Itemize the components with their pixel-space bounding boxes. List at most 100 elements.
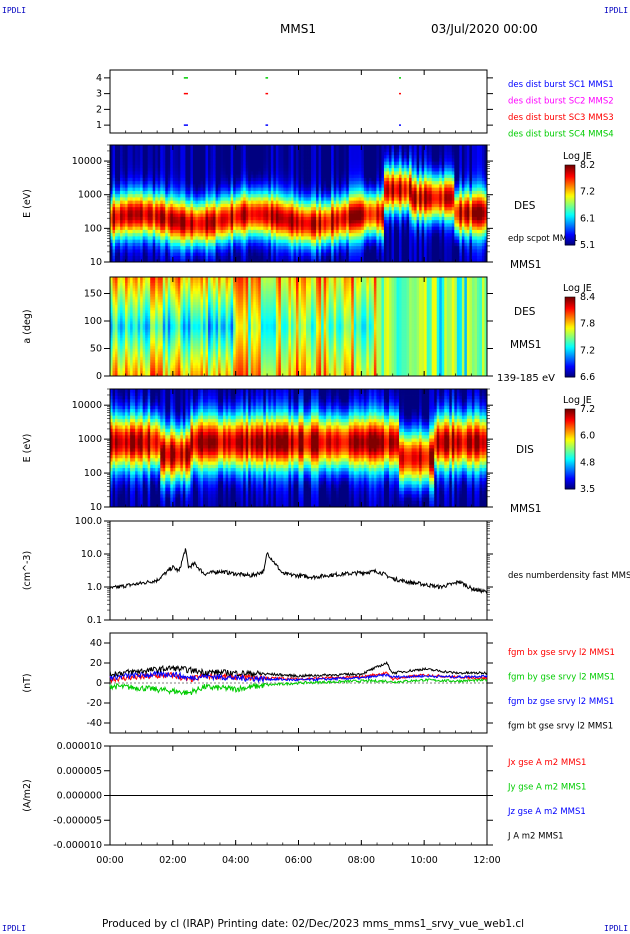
spectrogram-cell bbox=[250, 206, 254, 211]
spectrogram-cell bbox=[177, 187, 181, 191]
spectrogram-cell bbox=[308, 203, 312, 208]
spectrogram-cell bbox=[311, 193, 314, 198]
spectrogram-cell bbox=[147, 206, 151, 211]
spectrogram-cell bbox=[434, 206, 438, 211]
spectrogram-cell bbox=[318, 154, 322, 159]
spectrogram-cell bbox=[155, 145, 159, 149]
spectrogram-cell bbox=[177, 171, 181, 175]
spectrogram-cell bbox=[353, 249, 357, 253]
spectrogram-cell bbox=[348, 229, 352, 234]
spectrogram-cell bbox=[283, 216, 287, 221]
spectrogram-cell bbox=[401, 174, 405, 178]
spectrogram-cell bbox=[441, 239, 445, 243]
spectrogram-cell bbox=[117, 171, 121, 175]
spectrogram-cell bbox=[421, 180, 425, 185]
spectrogram-cell bbox=[210, 148, 214, 152]
spectrogram-cell bbox=[135, 161, 139, 165]
spectrogram-cell bbox=[190, 154, 194, 159]
spectrogram-cell bbox=[260, 161, 264, 165]
spectrogram-cell bbox=[404, 232, 407, 237]
spectrogram-cell bbox=[341, 219, 345, 224]
spectrogram-cell bbox=[311, 184, 314, 188]
spectrogram-cell bbox=[441, 193, 445, 198]
spectrogram-cell bbox=[180, 216, 184, 221]
spectrogram-cell bbox=[273, 158, 277, 162]
spectrogram-cell bbox=[210, 229, 214, 234]
spectrogram-cell bbox=[220, 245, 224, 250]
spectrogram-cell bbox=[253, 236, 257, 240]
spectrogram-cell bbox=[245, 180, 249, 185]
spectrogram-cell bbox=[218, 245, 221, 250]
spectrogram-cell bbox=[160, 229, 164, 234]
spectrogram-cell bbox=[361, 145, 365, 149]
spectrogram-cell bbox=[117, 206, 121, 211]
spectrogram-cell bbox=[426, 239, 430, 243]
spectrogram-cell bbox=[303, 258, 307, 263]
spectrogram-cell bbox=[120, 239, 123, 243]
spectrogram-cell bbox=[283, 171, 287, 175]
spectrogram-cell bbox=[132, 203, 136, 208]
spectrogram-cell bbox=[451, 203, 455, 208]
spectrogram-cell bbox=[366, 200, 370, 204]
spectrogram-cell bbox=[386, 242, 390, 247]
spectrogram-cell bbox=[383, 242, 387, 247]
spectrogram-cell bbox=[424, 154, 428, 159]
spectrogram-cell bbox=[225, 213, 229, 217]
spectrogram-cell bbox=[381, 197, 385, 201]
spectrogram-cell bbox=[192, 177, 196, 182]
spectrogram-cell bbox=[245, 213, 249, 217]
spectrogram-cell bbox=[311, 226, 314, 230]
spectrogram-cell bbox=[346, 171, 350, 175]
spectrogram-cell bbox=[258, 213, 262, 217]
spectrogram-cell bbox=[449, 167, 453, 172]
spectrogram-cell bbox=[416, 190, 420, 195]
spectrogram-cell bbox=[260, 210, 264, 214]
spectrogram-cell bbox=[441, 255, 445, 260]
spectrogram-cell bbox=[152, 180, 156, 185]
spectrogram-cell bbox=[192, 223, 196, 227]
spectrogram-cell bbox=[208, 158, 211, 162]
spectrogram-cell bbox=[160, 242, 164, 247]
spectrogram-cell bbox=[270, 258, 274, 263]
spectrogram-cell bbox=[260, 174, 264, 178]
spectrogram-cell bbox=[394, 200, 397, 204]
spectrogram-cell bbox=[424, 151, 428, 156]
spectrogram-cell bbox=[208, 145, 211, 149]
spectrogram-cell bbox=[316, 151, 320, 156]
spectrogram-cell bbox=[170, 200, 174, 204]
spectrogram-cell bbox=[331, 184, 335, 188]
spectrogram-cell bbox=[140, 232, 144, 237]
spectrogram-cell bbox=[421, 229, 425, 234]
spectrogram-cell bbox=[313, 148, 317, 152]
spectrogram-cell bbox=[240, 203, 244, 208]
spectrogram-cell bbox=[127, 193, 131, 198]
spectrogram-cell bbox=[115, 158, 118, 162]
spectrogram-cell bbox=[268, 249, 272, 253]
spectrogram-cell bbox=[383, 148, 387, 152]
spectrogram-cell bbox=[248, 177, 252, 182]
spectrogram-cell bbox=[155, 154, 159, 159]
spectrogram-cell bbox=[444, 190, 448, 195]
spectrogram-cell bbox=[449, 249, 453, 253]
spectrogram-cell bbox=[120, 193, 123, 198]
spectrogram-cell bbox=[152, 203, 156, 208]
spectrogram-cell bbox=[308, 171, 312, 175]
spectrogram-cell bbox=[434, 148, 438, 152]
spectrogram-cell bbox=[185, 226, 189, 230]
spectrogram-cell bbox=[250, 171, 254, 175]
spectrogram-cell bbox=[172, 197, 176, 201]
spectrogram-cell bbox=[240, 171, 244, 175]
spectrogram-cell bbox=[383, 255, 387, 260]
spectrogram-cell bbox=[290, 174, 294, 178]
spectrogram-cell bbox=[278, 151, 282, 156]
spectrogram-cell bbox=[366, 145, 370, 149]
spectrogram-cell bbox=[358, 252, 362, 256]
spectrogram-cell bbox=[449, 174, 453, 178]
spectrogram-cell bbox=[358, 255, 362, 260]
spectrogram-cell bbox=[436, 190, 440, 195]
spectrogram-cell bbox=[429, 242, 433, 247]
spectrogram-cell bbox=[285, 239, 289, 243]
spectrogram-cell bbox=[338, 177, 342, 182]
spectrogram-cell bbox=[416, 148, 420, 152]
spectrogram-cell bbox=[185, 239, 189, 243]
